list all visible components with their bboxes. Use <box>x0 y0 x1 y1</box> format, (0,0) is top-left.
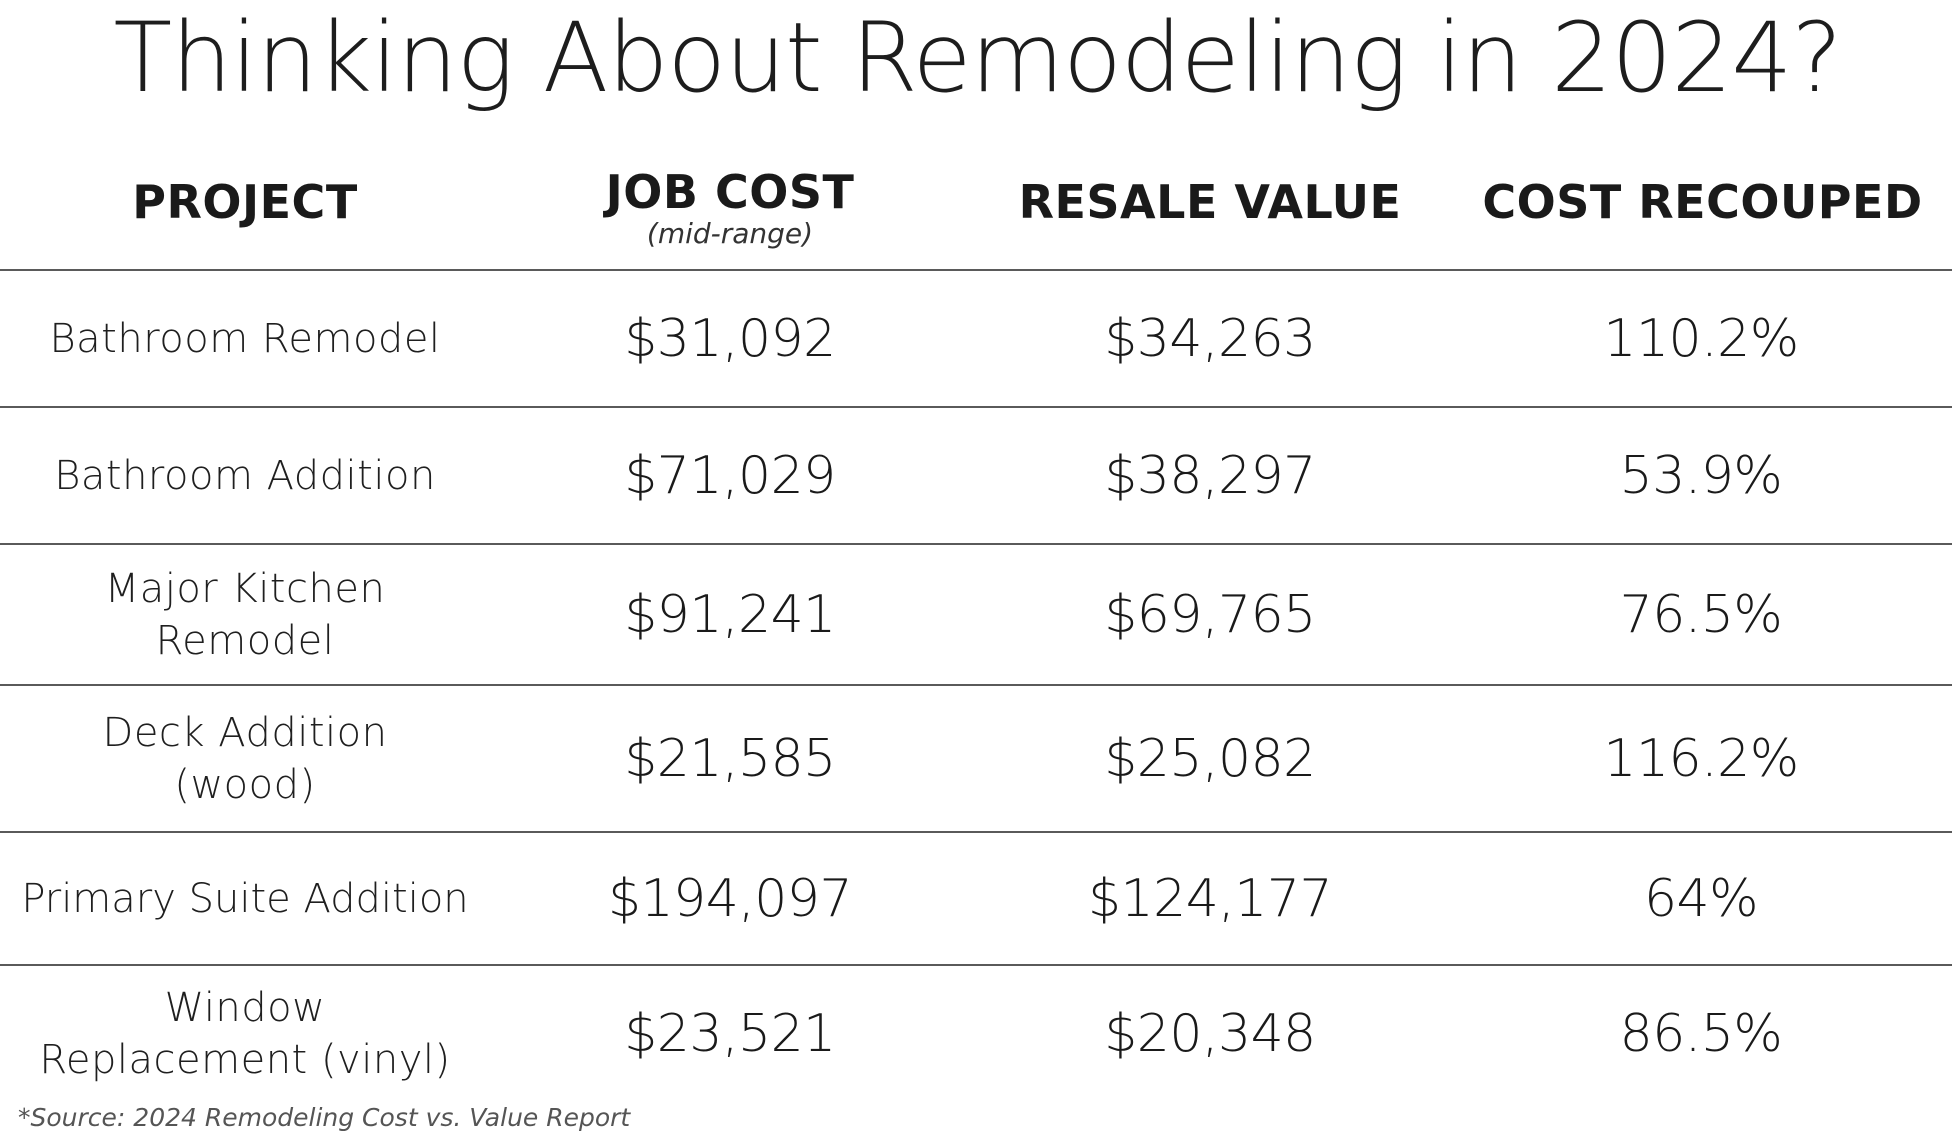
header-cost-recouped-label: COST RECOUPED <box>1482 175 1923 229</box>
job-cost-value: $91,241 <box>624 584 836 645</box>
table-row: Deck Addition (wood) $21,585 $25,082 116… <box>0 686 1952 831</box>
resale-value: $34,263 <box>1104 308 1316 369</box>
cost-recouped-value: 110.2% <box>1603 308 1799 369</box>
table-row: Bathroom Remodel $31,092 $34,263 110.2% <box>0 271 1952 406</box>
resale-value: $38,297 <box>1104 445 1316 506</box>
resale-value: $25,082 <box>1104 728 1316 789</box>
cost-recouped-value: 64% <box>1643 868 1759 929</box>
job-cost-value: $23,521 <box>624 1004 836 1064</box>
header-job-cost: JOB COST (mid-range) <box>490 162 970 272</box>
project-name: Window Replacement (vinyl) <box>39 985 451 1083</box>
page-title: Thinking About Remodeling in 2024? <box>113 1 1843 114</box>
row-divider <box>0 684 1952 686</box>
table-row: Window Replacement (vinyl) $23,521 $20,3… <box>0 966 1952 1102</box>
table-row: Bathroom Addition $71,029 $38,297 53.9% <box>0 408 1952 543</box>
job-cost-value: $194,097 <box>607 868 853 929</box>
project-name: Bathroom Addition <box>54 452 436 499</box>
source-footnote: *Source: 2024 Remodeling Cost vs. Value … <box>18 1103 631 1132</box>
resale-value: $20,348 <box>1104 1004 1316 1064</box>
project-name: Deck Addition (wood) <box>102 709 388 808</box>
resale-value: $69,765 <box>1104 584 1316 645</box>
project-name: Major Kitchen Remodel <box>104 565 386 664</box>
job-cost-value: $21,585 <box>624 728 836 789</box>
project-name: Bathroom Remodel <box>49 315 441 362</box>
table-row: Primary Suite Addition $194,097 $124,177… <box>0 833 1952 964</box>
header-project-label: PROJECT <box>132 175 358 229</box>
cost-recouped-value: 53.9% <box>1619 445 1783 506</box>
row-divider <box>0 964 1952 966</box>
row-divider <box>0 406 1952 408</box>
header-job-cost-sublabel: (mid-range) <box>646 217 814 250</box>
job-cost-value: $71,029 <box>624 445 836 506</box>
header-cost-recouped: COST RECOUPED <box>1450 162 1955 272</box>
header-project: PROJECT <box>0 162 490 272</box>
row-divider <box>0 543 1952 545</box>
cost-recouped-value: 86.5% <box>1619 1004 1783 1064</box>
header-resale-value-label: RESALE VALUE <box>1018 175 1402 229</box>
header-divider <box>0 269 1952 271</box>
cost-recouped-value: 116.2% <box>1603 728 1799 789</box>
project-name: Primary Suite Addition <box>21 875 469 922</box>
resale-value: $124,177 <box>1087 868 1333 929</box>
table-row: Major Kitchen Remodel $91,241 $69,765 76… <box>0 545 1952 684</box>
job-cost-value: $31,092 <box>624 308 836 369</box>
cost-recouped-value: 76.5% <box>1619 584 1783 645</box>
row-divider <box>0 831 1952 833</box>
header-resale-value: RESALE VALUE <box>970 162 1450 272</box>
header-job-cost-label: JOB COST <box>605 165 855 219</box>
